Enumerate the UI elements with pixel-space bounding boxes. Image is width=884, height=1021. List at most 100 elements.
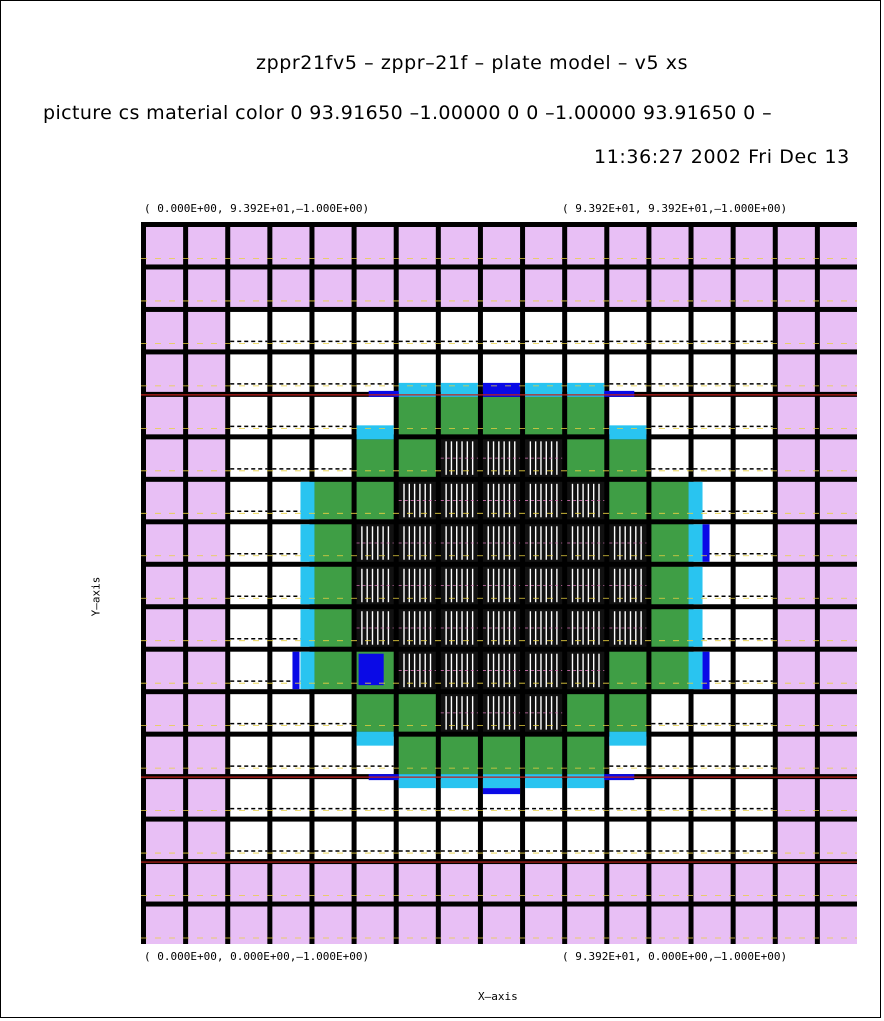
cell-blanket xyxy=(735,651,773,690)
cell-reflector xyxy=(188,354,226,392)
cell-reflector xyxy=(777,269,815,307)
cell-reflector xyxy=(146,227,184,265)
cell-reflector xyxy=(777,566,815,605)
cell-outer-core xyxy=(398,396,436,435)
cell-reflector xyxy=(272,227,310,265)
cell-inner-core xyxy=(567,609,605,647)
cell-blanket xyxy=(398,311,436,350)
cell-reflector xyxy=(525,269,563,307)
cell-blanket xyxy=(272,779,310,817)
cell-reflector xyxy=(819,609,857,647)
cell-inner-core xyxy=(356,566,394,605)
corner-label-top-left: ( 0.000E+00, 9.392E+01,–1.000E+00) xyxy=(144,202,370,215)
cell-blanket xyxy=(609,779,647,817)
cell-reflector xyxy=(819,524,857,562)
cell-outer-core xyxy=(567,736,605,775)
cell-blanket xyxy=(567,311,605,350)
cell-reflector xyxy=(188,779,226,817)
cell-reflector xyxy=(188,609,226,647)
cell-inner-core xyxy=(525,609,563,647)
cell-blanket xyxy=(735,779,773,817)
sliver-light-blue xyxy=(525,382,563,397)
cell-blanket xyxy=(440,821,478,860)
cell-outer-core xyxy=(651,651,689,690)
sliver-dark-blue xyxy=(702,651,710,690)
cell-blanket xyxy=(356,354,394,392)
cell-reflector xyxy=(146,439,184,477)
cell-inner-core xyxy=(440,524,478,562)
sliver-light-blue xyxy=(440,382,478,397)
sliver-light-blue xyxy=(482,774,521,789)
cell-reflector xyxy=(819,439,857,477)
cell-blanket xyxy=(651,821,689,860)
cell-blanket xyxy=(230,396,268,435)
sliver-light-blue xyxy=(398,774,436,789)
cell-blanket xyxy=(230,311,268,350)
cell-outer-core xyxy=(651,609,689,647)
cell-outer-core xyxy=(525,396,563,435)
cell-reflector xyxy=(651,906,689,944)
cell-inner-core xyxy=(609,524,647,562)
cell-outer-core xyxy=(609,651,647,690)
cell-blanket xyxy=(735,396,773,435)
cell-blanket xyxy=(525,311,563,350)
sliver-light-blue xyxy=(300,609,315,647)
sliver-light-blue xyxy=(356,425,394,440)
cell-dark-blue-drawer xyxy=(358,653,384,686)
cell-reflector xyxy=(777,396,815,435)
cell-outer-core xyxy=(356,694,394,732)
cell-blanket xyxy=(735,566,773,605)
cell-reflector xyxy=(146,354,184,392)
cell-blanket xyxy=(314,396,352,435)
cell-outer-core xyxy=(482,396,521,435)
cell-inner-core xyxy=(482,694,521,732)
cell-inner-core xyxy=(482,651,521,690)
cell-blanket xyxy=(272,396,310,435)
cell-reflector xyxy=(398,864,436,902)
cell-inner-core xyxy=(440,481,478,520)
cell-blanket xyxy=(735,439,773,477)
cell-reflector xyxy=(777,694,815,732)
cell-reflector xyxy=(188,821,226,860)
cell-reflector xyxy=(356,269,394,307)
cell-reflector xyxy=(609,227,647,265)
cell-reflector xyxy=(735,227,773,265)
cell-reflector xyxy=(356,864,394,902)
plot-title: zppr21fv5 – zppr–21f – plate model – v5 … xyxy=(256,52,689,74)
sliver-light-blue xyxy=(300,651,315,690)
cell-reflector xyxy=(146,864,184,902)
cell-reflector xyxy=(819,651,857,690)
cell-reflector xyxy=(819,354,857,392)
cell-reflector xyxy=(398,227,436,265)
timestamp: 11:36:27 2002 Fri Dec 13 xyxy=(594,146,850,168)
cell-reflector xyxy=(819,736,857,775)
cell-outer-core xyxy=(567,396,605,435)
cell-reflector xyxy=(777,736,815,775)
sliver-light-blue xyxy=(688,481,703,520)
cell-blanket xyxy=(230,609,268,647)
cell-blanket xyxy=(230,694,268,732)
cell-outer-core xyxy=(440,396,478,435)
cell-blanket xyxy=(735,694,773,732)
cell-reflector xyxy=(651,269,689,307)
cell-inner-core xyxy=(482,566,521,605)
sliver-dark-blue xyxy=(702,524,710,562)
cell-reflector xyxy=(272,864,310,902)
cell-reflector xyxy=(188,311,226,350)
cell-outer-core xyxy=(398,736,436,775)
cell-reflector xyxy=(440,269,478,307)
cell-reflector xyxy=(356,227,394,265)
cell-outer-core xyxy=(651,524,689,562)
cell-reflector xyxy=(609,864,647,902)
cell-inner-core xyxy=(567,481,605,520)
cell-blanket xyxy=(651,736,689,775)
cell-outer-core xyxy=(525,736,563,775)
cell-blanket xyxy=(651,311,689,350)
cell-reflector xyxy=(188,269,226,307)
cell-inner-core xyxy=(356,524,394,562)
cell-reflector xyxy=(819,779,857,817)
cell-reflector xyxy=(819,906,857,944)
cell-blanket xyxy=(735,354,773,392)
cell-reflector xyxy=(398,269,436,307)
cell-reflector xyxy=(482,906,521,944)
